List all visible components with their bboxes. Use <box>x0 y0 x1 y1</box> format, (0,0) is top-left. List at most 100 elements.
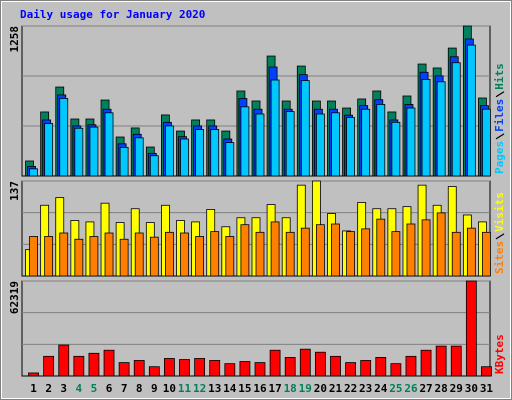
bar <box>210 129 220 177</box>
bar <box>436 212 446 277</box>
bar <box>451 62 461 177</box>
x-tick-label: 21 <box>329 382 343 395</box>
bar <box>285 111 295 177</box>
bar <box>284 357 296 377</box>
bar <box>29 168 38 177</box>
x-tick-label: 13 <box>208 382 221 395</box>
x-tick-label: 7 <box>121 382 128 395</box>
bar <box>179 359 190 377</box>
bar <box>391 231 401 277</box>
bar <box>134 232 144 277</box>
bar <box>119 238 129 277</box>
bar <box>88 352 100 377</box>
bar <box>405 355 417 377</box>
bar <box>346 231 355 277</box>
bar <box>285 231 295 277</box>
x-tick-label: 14 <box>223 382 237 395</box>
legend-separator <box>495 233 505 240</box>
bar <box>361 108 371 177</box>
bar <box>74 127 84 177</box>
legend-label: Visits <box>493 192 506 232</box>
bar <box>299 348 311 377</box>
bar <box>164 358 175 377</box>
bar <box>300 227 310 277</box>
bar <box>43 355 55 377</box>
bar <box>225 236 235 277</box>
bar <box>149 236 159 277</box>
bar <box>435 345 447 377</box>
x-tick-label: 23 <box>359 382 372 395</box>
bar <box>451 231 461 277</box>
bar <box>148 366 160 377</box>
bar <box>44 236 54 277</box>
y-tick-label: 1258 <box>8 26 21 53</box>
bar <box>270 221 280 277</box>
x-tick-label: 5 <box>91 382 98 395</box>
bar <box>44 123 54 177</box>
bar <box>391 121 401 177</box>
bar <box>346 117 355 177</box>
legend-label: Pages <box>493 141 506 174</box>
x-tick-label: 16 <box>253 382 267 395</box>
x-tick-label: 17 <box>268 382 281 395</box>
bar <box>270 79 280 177</box>
bar <box>240 106 250 177</box>
bar <box>420 349 432 377</box>
bar <box>194 358 206 377</box>
chart-title: Daily usage for January 2020 <box>20 8 205 21</box>
x-tick-label: 31 <box>480 382 494 395</box>
x-tick-label: 9 <box>151 382 158 395</box>
bar <box>361 228 371 277</box>
bar <box>59 98 69 177</box>
legend-label: Sites <box>493 241 506 274</box>
bar <box>406 107 416 177</box>
legend-label: Hits <box>493 63 506 90</box>
bar <box>360 360 372 377</box>
x-tick-label: 28 <box>435 382 448 395</box>
bar <box>345 362 356 377</box>
bar <box>466 227 476 277</box>
bar <box>466 44 476 177</box>
x-tick-label: 22 <box>344 382 357 395</box>
bar <box>104 112 114 177</box>
bar <box>300 80 310 177</box>
legend-label: KBytes <box>493 334 506 374</box>
bar <box>59 232 69 277</box>
bar <box>269 349 281 377</box>
bar <box>315 224 325 277</box>
bar <box>180 232 189 277</box>
bar <box>315 113 325 177</box>
bar <box>195 236 205 277</box>
x-tick-label: 29 <box>450 382 463 395</box>
bar <box>255 231 265 277</box>
bar <box>421 219 431 277</box>
bar <box>133 360 145 377</box>
bar <box>165 125 174 177</box>
bar <box>376 218 386 277</box>
bar <box>436 81 446 177</box>
bar <box>331 223 340 277</box>
x-tick-label: 24 <box>374 382 388 395</box>
bar <box>74 238 84 277</box>
x-tick-label: 30 <box>465 382 478 395</box>
bar <box>209 360 221 377</box>
x-tick-label: 8 <box>136 382 143 395</box>
x-tick-label: 19 <box>299 382 312 395</box>
legend-label: Files <box>493 99 506 132</box>
bar <box>119 146 129 177</box>
bar <box>465 280 477 377</box>
bar <box>210 231 220 277</box>
bar <box>421 79 431 177</box>
x-tick-label: 25 <box>389 382 402 395</box>
bar <box>376 104 386 177</box>
bar <box>89 126 99 177</box>
bar <box>118 362 130 377</box>
x-tick-label: 18 <box>284 382 297 395</box>
bar <box>314 351 326 377</box>
legend-separator <box>495 133 505 140</box>
bar <box>165 231 174 277</box>
y-tick-label: 62319 <box>8 281 21 314</box>
bar <box>224 363 236 377</box>
x-tick-label: 4 <box>76 382 83 395</box>
